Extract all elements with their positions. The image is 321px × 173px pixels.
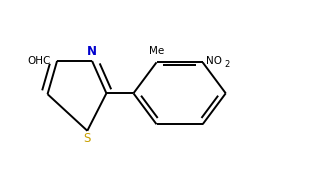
Text: OHC: OHC [27, 56, 51, 66]
Text: 2: 2 [224, 60, 230, 69]
Text: N: N [86, 45, 96, 58]
Text: Me: Me [149, 45, 164, 56]
Text: S: S [84, 132, 91, 145]
Text: NO: NO [206, 56, 222, 66]
